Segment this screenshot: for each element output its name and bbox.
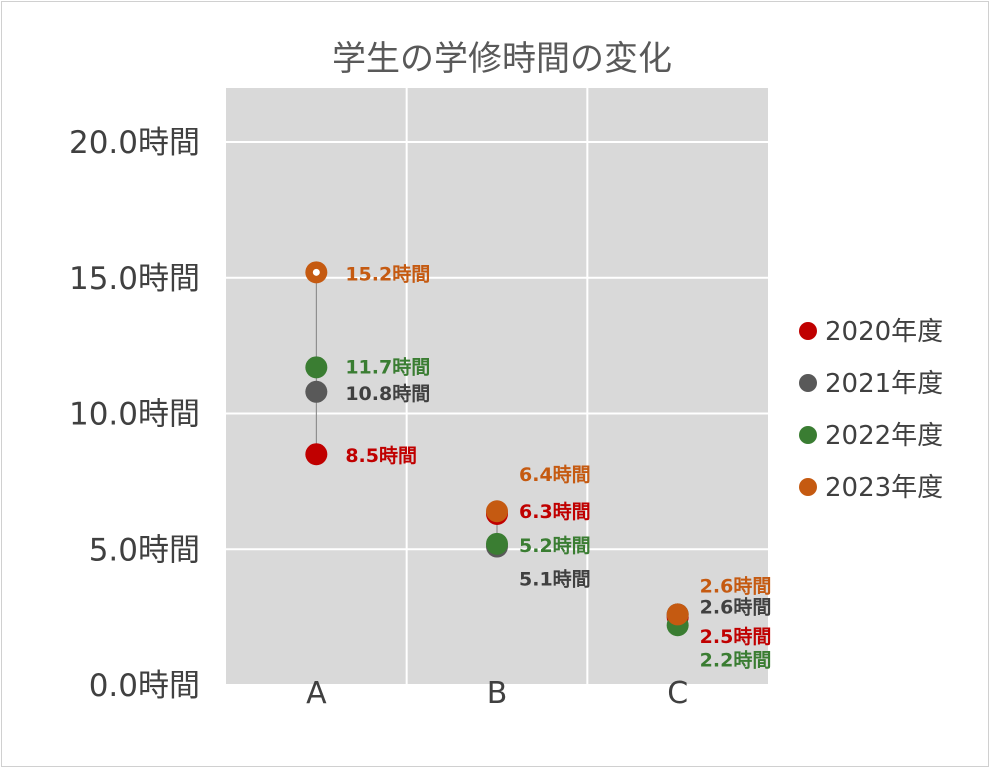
x-tick-label: A: [306, 676, 327, 711]
y-tick-label: 15.0時間: [69, 261, 200, 297]
y-tick-label: 10.0時間: [69, 397, 200, 433]
grid-lines: [226, 88, 768, 686]
legend-label: 2023年度: [825, 473, 943, 503]
data-labels: 8.5時間 6.3時間 2.5時間 10.8時間 5.1時間 2.6時間 11.7時間 5.2…: [345, 263, 771, 671]
legend-label: 2020年度: [825, 317, 943, 347]
data-label: 10.8時間: [345, 383, 430, 405]
legend-marker: [799, 322, 817, 340]
data-label: 6.4時間: [519, 464, 591, 486]
chart-title: 学生の学修時間の変化: [332, 39, 672, 79]
data-point: [666, 603, 689, 626]
legend: 2020年度 2021年度 2022年度 2023年度: [799, 317, 943, 503]
data-point: [486, 532, 508, 555]
y-tick-label: 5.0時間: [89, 532, 200, 568]
legend-marker: [799, 478, 817, 496]
data-label: 5.1時間: [519, 569, 591, 591]
data-label: 5.2時間: [519, 535, 591, 557]
data-label: 2.5時間: [700, 626, 772, 648]
data-point: [305, 443, 328, 466]
data-point: [305, 380, 328, 403]
legend-label: 2022年度: [825, 421, 943, 451]
y-tick-label: 20.0時間: [69, 125, 200, 161]
data-point-highlight: [311, 267, 321, 277]
x-axis-ticks: A B C: [306, 676, 688, 711]
data-label: 2.2時間: [700, 649, 772, 671]
x-tick-label: B: [487, 676, 508, 711]
y-tick-label: 0.0時間: [89, 668, 200, 704]
data-label: 8.5時間: [345, 445, 417, 467]
data-point: [486, 500, 508, 523]
legend-marker: [799, 426, 817, 444]
data-point: [305, 356, 328, 379]
data-label: 6.3時間: [519, 501, 591, 523]
data-label: 15.2時間: [345, 263, 430, 285]
data-label: 11.7時間: [345, 356, 430, 378]
y-axis-ticks: 0.0時間 5.0時間 10.0時間 15.0時間 20.0時間: [69, 125, 200, 704]
x-tick-label: C: [667, 676, 688, 711]
data-points: [305, 261, 689, 637]
data-label: 2.6時間: [700, 575, 772, 597]
data-label: 2.6時間: [700, 596, 772, 618]
legend-label: 2021年度: [825, 369, 943, 399]
legend-marker: [799, 374, 817, 392]
